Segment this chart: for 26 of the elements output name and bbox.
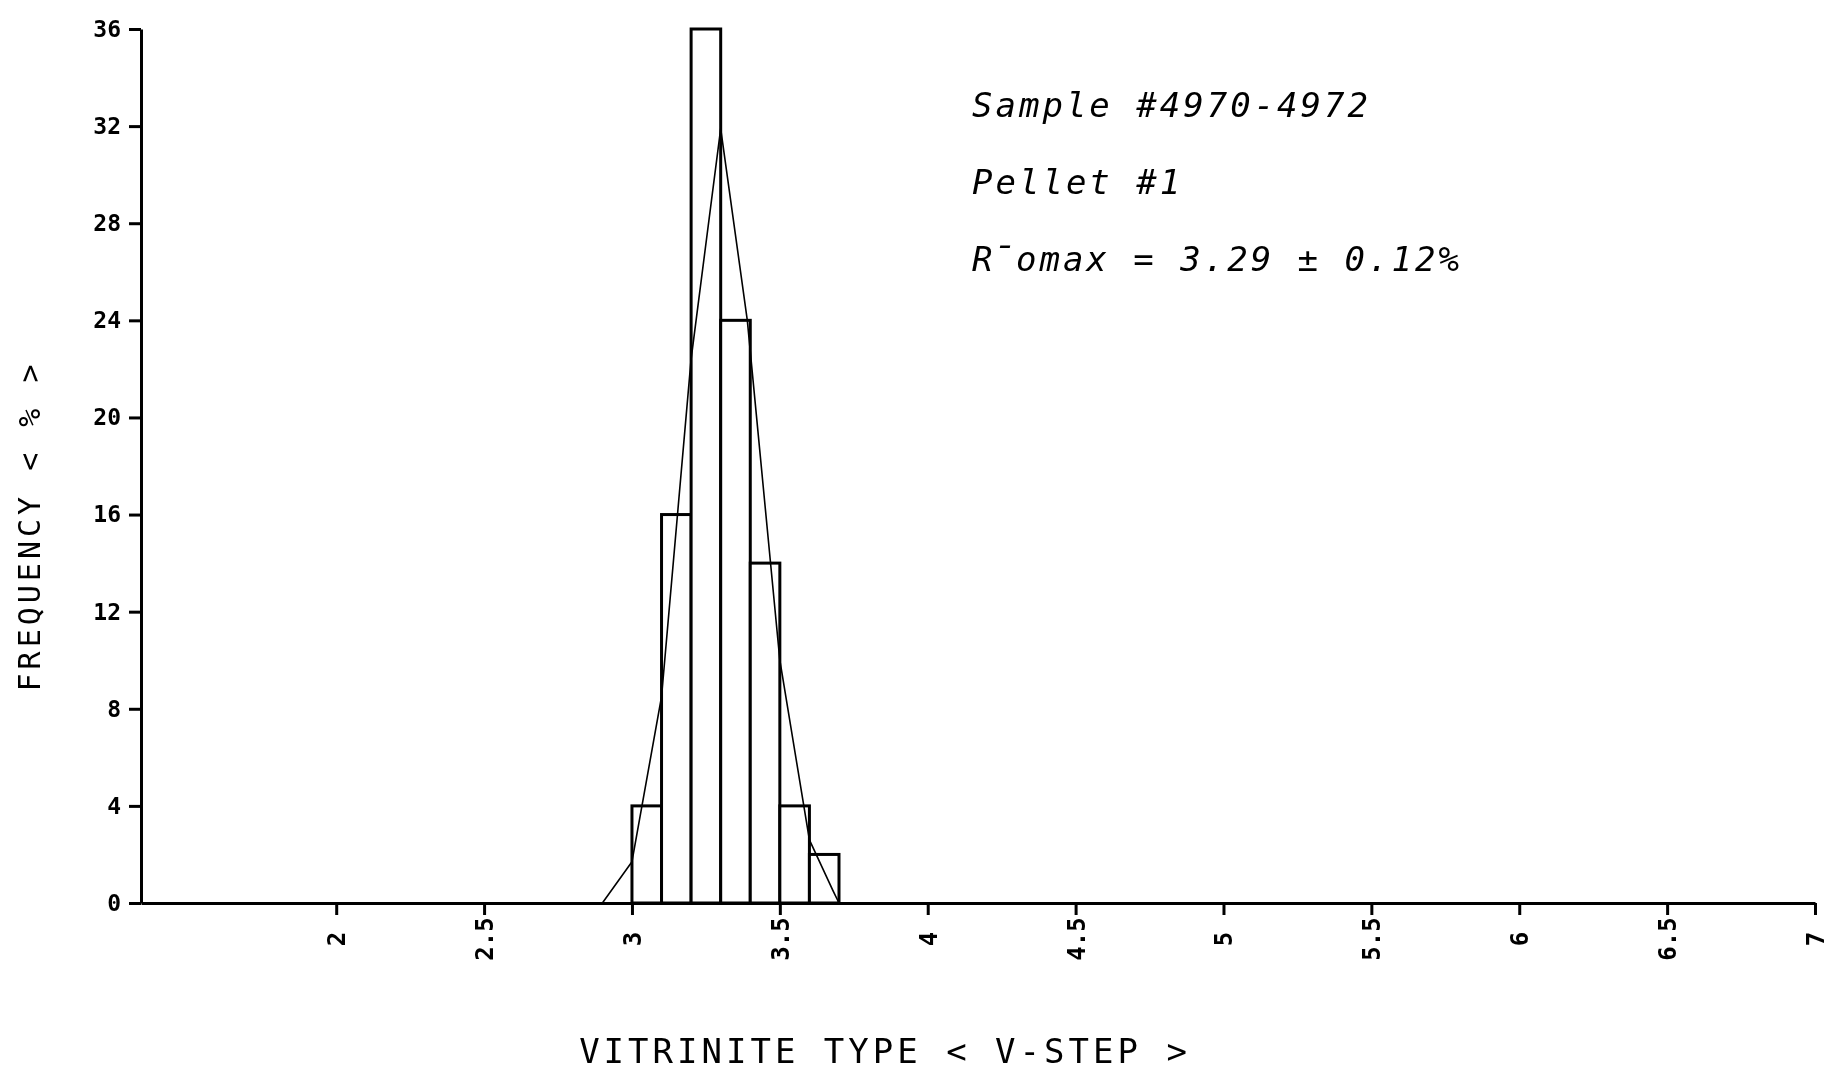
y-tick-label: 36 [93,15,121,42]
y-tick-label: 0 [107,889,121,916]
x-tick-label: 6 [1506,931,1535,947]
x-tick-label: 5.5 [1358,917,1387,961]
y-tick-label: 12 [93,598,121,625]
x-tick-label: 3.5 [766,917,795,961]
x-tick-label: 3 [618,931,647,947]
x-tick-label: 5 [1210,931,1239,947]
x-axis-title: VITRINITE TYPE < V-STEP > [579,1031,1191,1071]
y-tick-label: 24 [93,307,121,334]
y-tick-label: 16 [93,501,121,528]
y-tick-label: 28 [93,210,121,237]
annotation: Sample #4970-4972 [972,85,1371,125]
x-tick-label: 4 [914,931,943,947]
annotation: Pellet #1 [972,162,1184,202]
y-tick-label: 32 [93,112,121,139]
x-tick-label: 2.5 [470,917,499,961]
x-tick-label: 6.5 [1654,917,1683,961]
y-tick-label: 4 [107,792,121,819]
y-tick-label: 20 [93,404,121,431]
y-axis-title: FREQUENCY < % > [12,360,47,692]
annotation: R̄omax = 3.29 ± 0.12% [972,239,1462,279]
x-tick-label: 4.5 [1062,917,1091,961]
y-tick-label: 8 [107,695,121,722]
x-tick-label: 7 [1801,931,1830,947]
x-tick-label: 2 [323,931,352,947]
